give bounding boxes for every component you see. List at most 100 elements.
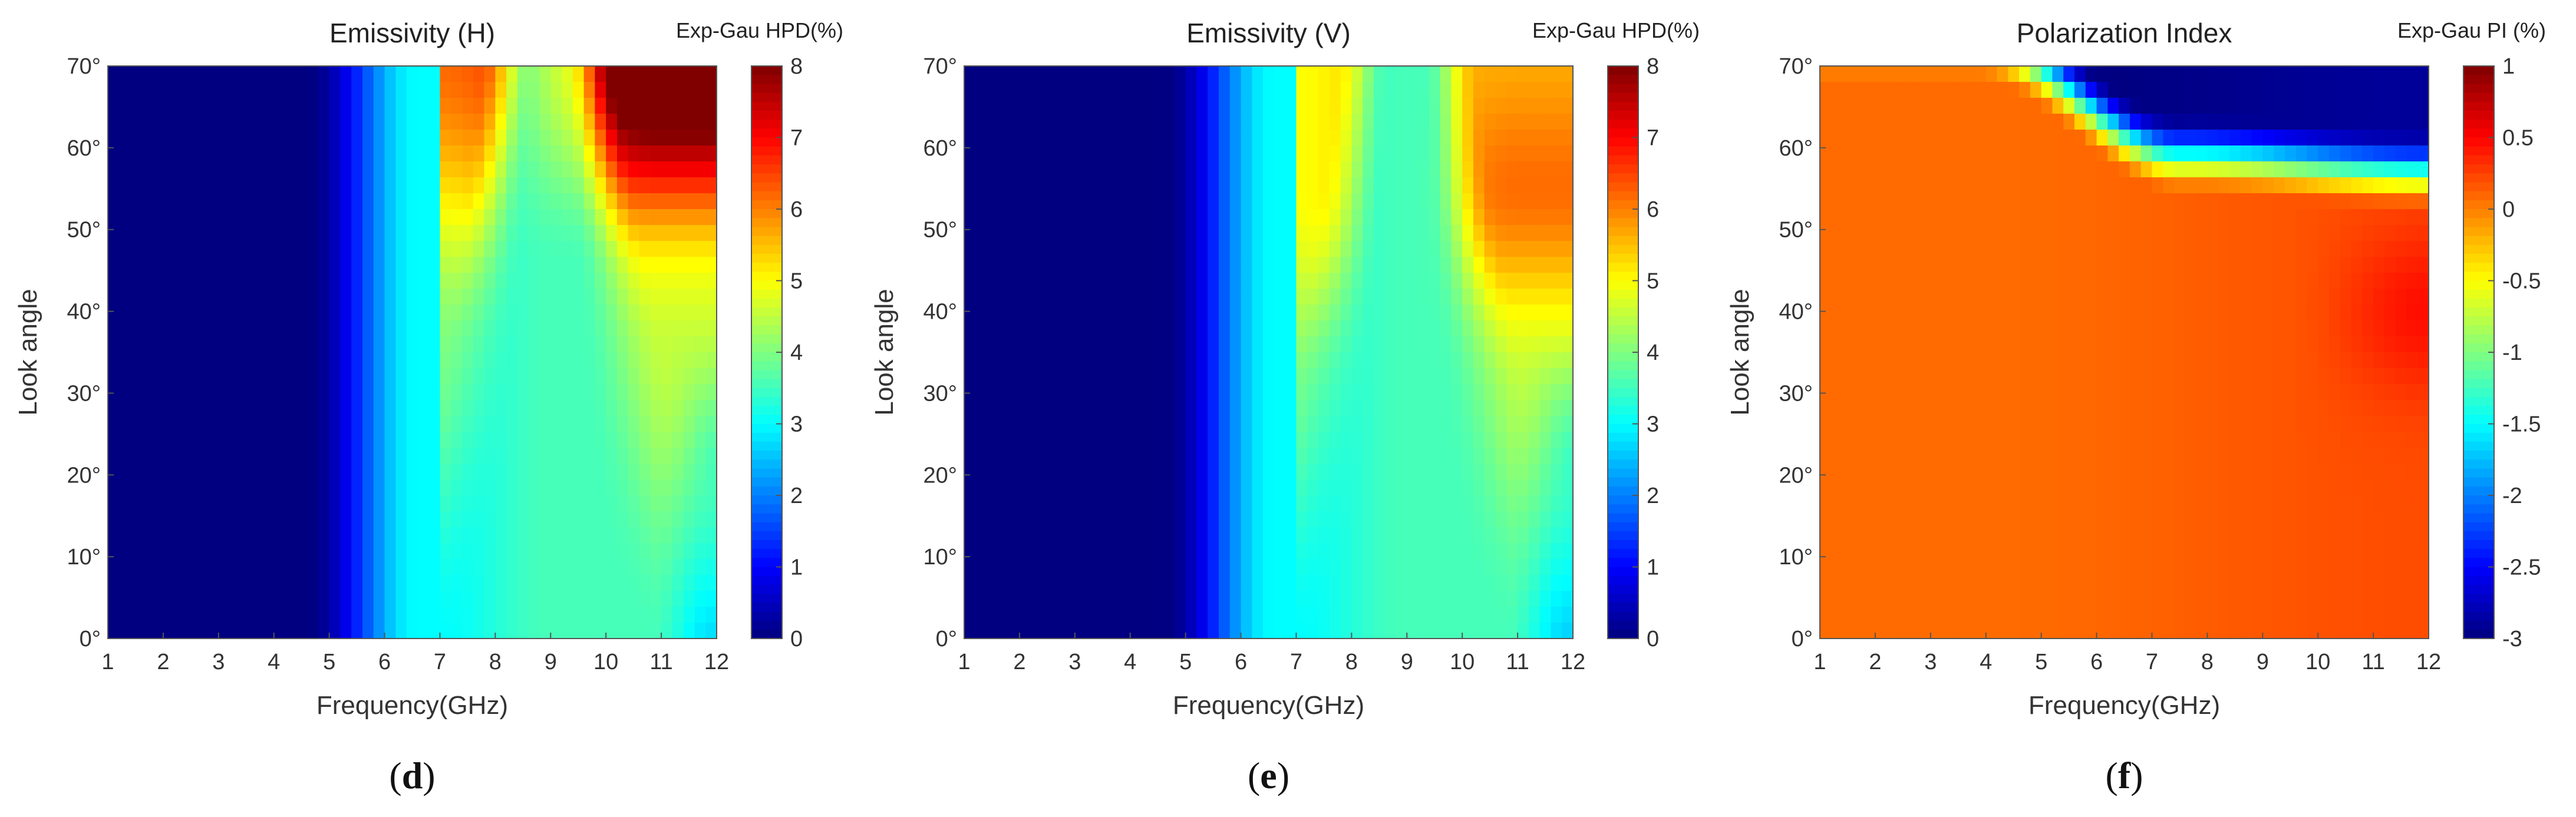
heatmap-cell bbox=[141, 416, 153, 432]
heatmap-cell bbox=[285, 384, 296, 401]
heatmap-cell bbox=[1407, 336, 1419, 353]
heatmap-cell bbox=[1185, 177, 1198, 194]
heatmap-cell bbox=[1218, 241, 1231, 257]
heatmap-cell bbox=[1930, 448, 1942, 464]
heatmap-cell bbox=[1130, 575, 1142, 591]
heatmap-cell bbox=[163, 320, 175, 337]
heatmap-cell bbox=[451, 352, 463, 369]
heatmap-cell bbox=[683, 289, 695, 305]
heatmap-cell bbox=[1130, 145, 1142, 162]
heatmap-cell bbox=[118, 352, 131, 369]
heatmap-cell bbox=[340, 193, 352, 210]
heatmap-cell bbox=[407, 448, 418, 464]
heatmap-cell bbox=[1174, 623, 1186, 639]
heatmap-cell bbox=[495, 209, 507, 226]
heatmap-cell bbox=[351, 352, 363, 369]
colorbar-tick-label: 7 bbox=[790, 126, 803, 151]
heatmap-cell bbox=[506, 384, 518, 401]
heatmap-cell bbox=[373, 352, 385, 369]
heatmap-cell bbox=[1429, 464, 1441, 480]
heatmap-cell bbox=[572, 177, 585, 194]
heatmap-cell bbox=[296, 623, 308, 639]
heatmap-cell bbox=[1163, 368, 1175, 385]
heatmap-cell bbox=[1241, 464, 1252, 480]
heatmap-cell bbox=[672, 511, 684, 528]
heatmap-cell bbox=[616, 607, 629, 623]
heatmap-cell bbox=[1041, 82, 1053, 98]
heatmap-cell bbox=[1974, 225, 1987, 242]
heatmap-cell bbox=[1263, 591, 1275, 607]
heatmap-cell bbox=[273, 607, 286, 623]
heatmap-cell bbox=[1875, 241, 1887, 257]
heatmap-cell bbox=[1008, 320, 1020, 337]
heatmap-cell bbox=[1196, 336, 1208, 353]
heatmap-cell bbox=[407, 623, 418, 639]
heatmap-cell bbox=[1363, 257, 1374, 273]
heatmap-cell bbox=[1440, 479, 1452, 496]
heatmap-cell bbox=[1429, 193, 1441, 210]
heatmap-cell bbox=[1418, 209, 1430, 226]
heatmap-cell bbox=[1528, 320, 1541, 337]
heatmap-cell bbox=[1897, 66, 1909, 82]
heatmap-cell bbox=[1307, 559, 1319, 575]
heatmap-cell bbox=[1864, 193, 1876, 210]
heatmap-cell bbox=[1363, 161, 1374, 178]
heatmap-cell bbox=[1506, 145, 1518, 162]
heatmap-cell bbox=[2019, 511, 2031, 528]
heatmap-cell bbox=[1208, 289, 1219, 305]
heatmap-cell bbox=[1864, 368, 1876, 385]
heatmap-cell bbox=[1539, 225, 1552, 242]
heatmap-cell bbox=[1196, 289, 1208, 305]
heatmap-cell bbox=[307, 575, 319, 591]
heatmap-cell bbox=[130, 305, 141, 321]
heatmap-cell bbox=[1539, 448, 1552, 464]
heatmap-cell bbox=[1551, 320, 1562, 337]
heatmap-cell bbox=[1875, 400, 1887, 416]
heatmap-cell bbox=[130, 448, 141, 464]
heatmap-cell bbox=[2008, 209, 2020, 226]
heatmap-cell bbox=[118, 495, 131, 512]
heatmap-cell bbox=[395, 209, 407, 226]
heatmap-cell bbox=[1853, 527, 1865, 544]
heatmap-cell bbox=[583, 193, 595, 210]
heatmap-cell bbox=[616, 416, 629, 432]
heatmap-cell bbox=[1964, 432, 1975, 448]
heatmap-cell bbox=[964, 241, 976, 257]
heatmap-cell bbox=[462, 66, 474, 82]
heatmap-cell bbox=[118, 289, 131, 305]
y-tick-label: 70° bbox=[67, 54, 101, 79]
heatmap-cell bbox=[1820, 464, 1832, 480]
heatmap-cell bbox=[1030, 527, 1043, 544]
heatmap-cell bbox=[1373, 161, 1386, 178]
heatmap-cell bbox=[1252, 82, 1264, 98]
heatmap-cell bbox=[285, 82, 296, 98]
heatmap-cell bbox=[240, 400, 252, 416]
heatmap-cell bbox=[440, 607, 451, 623]
heatmap-cell bbox=[1551, 225, 1562, 242]
heatmap-cell bbox=[572, 511, 585, 528]
heatmap-cell bbox=[1163, 543, 1175, 560]
heatmap-cell bbox=[1318, 209, 1330, 226]
heatmap-cell bbox=[2052, 193, 2064, 210]
colorbar-segment bbox=[751, 486, 782, 496]
heatmap-cell bbox=[2019, 527, 2031, 544]
heatmap-cell bbox=[1919, 98, 1931, 114]
heatmap-cell bbox=[1307, 384, 1319, 401]
heatmap-cell bbox=[1930, 543, 1942, 560]
heatmap-cell bbox=[285, 66, 296, 82]
heatmap-cell bbox=[174, 448, 186, 464]
heatmap-grid bbox=[964, 66, 1574, 639]
heatmap-cell bbox=[440, 336, 451, 353]
heatmap-cell bbox=[1252, 591, 1264, 607]
heatmap-cell bbox=[462, 305, 474, 321]
heatmap-cell bbox=[964, 511, 976, 528]
heatmap-cell bbox=[351, 336, 363, 353]
heatmap-cell bbox=[1019, 432, 1031, 448]
heatmap-cell bbox=[964, 320, 976, 337]
heatmap-cell bbox=[1518, 114, 1529, 130]
heatmap-cell bbox=[672, 591, 684, 607]
heatmap-cell bbox=[1119, 209, 1131, 226]
heatmap-cell bbox=[1930, 479, 1942, 496]
heatmap-cell bbox=[1952, 66, 1964, 82]
heatmap-cell bbox=[1897, 384, 1909, 401]
